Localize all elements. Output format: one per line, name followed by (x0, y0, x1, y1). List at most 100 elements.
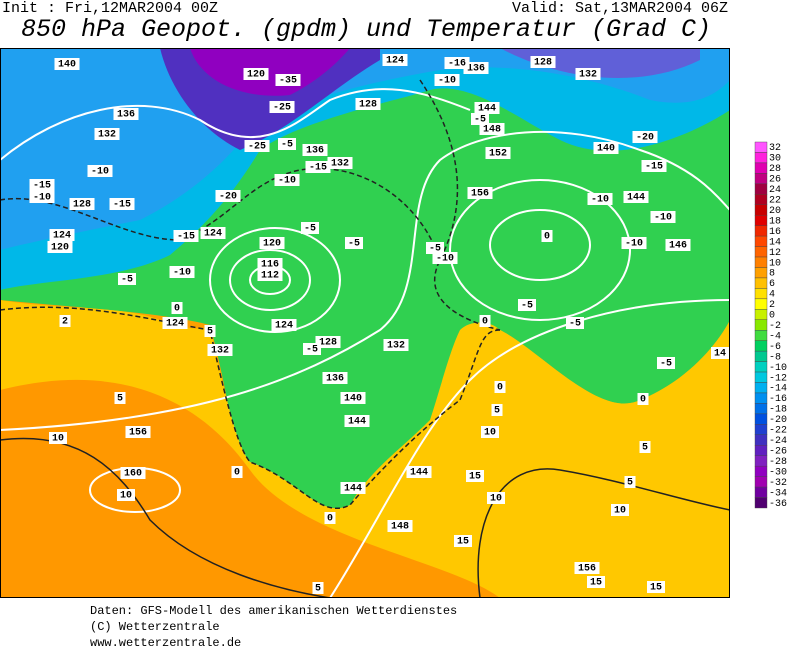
label-box (432, 252, 458, 264)
temperature-label: 14 (714, 349, 726, 360)
colorbar-swatch (754, 382, 768, 394)
colorbar-swatch (754, 497, 768, 509)
temperature-label: -25 (248, 142, 266, 153)
temperature-label: -16 (448, 59, 466, 70)
colorbar-label: -24 (769, 436, 787, 447)
geopotential-label: 132 (98, 130, 116, 141)
label-box (479, 315, 491, 327)
temperature-label: -25 (273, 103, 291, 114)
label-box (387, 520, 413, 532)
colorbar-swatch (754, 330, 768, 341)
temperature-label: 5 (494, 406, 500, 417)
temperature-label: -15 (309, 163, 327, 174)
temperature-label: -20 (636, 133, 654, 144)
temperature-label: 0 (327, 514, 333, 525)
label-box (117, 489, 135, 501)
label-box (315, 336, 341, 348)
label-box (481, 426, 499, 438)
label-box (269, 101, 295, 113)
colorbar-swatch (754, 445, 768, 456)
colorbar-swatch (754, 476, 768, 488)
colorbar-label: -30 (769, 467, 787, 478)
temperature-label: -15 (177, 232, 195, 243)
label-box (485, 147, 511, 159)
label-box (340, 392, 366, 404)
geopotential-label: 148 (391, 522, 409, 533)
label-box (344, 415, 370, 427)
colorbar-swatch (754, 277, 768, 289)
temperature-label: 10 (120, 491, 132, 502)
colorbar-label: -18 (769, 405, 787, 416)
colorbar-swatch (754, 214, 768, 226)
label-box (623, 191, 649, 203)
colorbar-swatch (754, 183, 768, 195)
colorbar-swatch (754, 350, 768, 362)
geopotential-label: 152 (489, 149, 507, 160)
temperature-label: 10 (614, 506, 626, 517)
label-box (575, 68, 601, 80)
colorbar-label: 8 (769, 269, 775, 280)
label-box (541, 230, 553, 242)
colorbar-swatch (754, 413, 768, 425)
colorbar-label: 18 (769, 216, 781, 227)
temperature-label: 10 (484, 428, 496, 439)
label-box (87, 165, 113, 177)
temperature-label: -20 (219, 192, 237, 203)
geopotential-label: 124 (53, 231, 71, 242)
geopotential-label: 120 (51, 243, 69, 254)
geopotential-label: 132 (331, 159, 349, 170)
label-box (215, 190, 241, 202)
label-box (169, 266, 195, 278)
label-box (244, 140, 270, 152)
label-box (467, 187, 493, 199)
colorbar-label: 20 (769, 206, 781, 217)
label-box (207, 344, 233, 356)
temperature-label: -10 (33, 193, 51, 204)
label-box (518, 299, 536, 311)
label-box (69, 198, 95, 210)
colorbar-label: 0 (769, 311, 775, 322)
colorbar-swatch (754, 486, 768, 498)
label-box (382, 54, 408, 66)
temperature-label: -5 (348, 239, 360, 250)
colorbar-swatch (754, 256, 768, 268)
colorbar-swatch (754, 465, 768, 477)
temperature-label: -10 (436, 254, 454, 265)
label-box (466, 470, 484, 482)
temperature-label: -5 (660, 359, 672, 370)
geopotential-label: 144 (344, 484, 362, 495)
colorbar-swatch (754, 403, 768, 415)
temperature-label: 5 (207, 327, 213, 338)
temperature-label: 0 (497, 383, 503, 394)
colorbar-swatch (754, 288, 768, 300)
colorbar-label: -32 (769, 478, 787, 489)
label-box (647, 581, 665, 593)
temperature-label: -5 (304, 224, 316, 235)
temperature-label: -5 (569, 319, 581, 330)
label-box (312, 582, 324, 594)
label-box (454, 535, 472, 547)
temperature-label: -15 (645, 162, 663, 173)
label-box (301, 222, 319, 234)
label-box (271, 319, 297, 331)
temperature-label: -15 (33, 181, 51, 192)
colorbar-swatch (754, 141, 768, 153)
colorbar-label: -22 (769, 426, 787, 437)
temperature-label: -5 (121, 275, 133, 286)
label-box (650, 211, 676, 223)
geopotential-label: 146 (669, 241, 687, 252)
label-box (327, 157, 353, 169)
geopotential-label: 144 (478, 104, 496, 115)
label-box (434, 74, 460, 86)
valid-time: Valid: Sat,13MAR2004 06Z (512, 0, 728, 17)
colorbar-label: 24 (769, 185, 781, 196)
colorbar-swatch (754, 319, 768, 331)
label-box (302, 144, 328, 156)
colorbar-swatch (754, 309, 768, 320)
geopotential-label: 144 (627, 193, 645, 204)
colorbar-swatch (754, 267, 768, 279)
label-box (173, 230, 199, 242)
label-box (29, 191, 55, 203)
